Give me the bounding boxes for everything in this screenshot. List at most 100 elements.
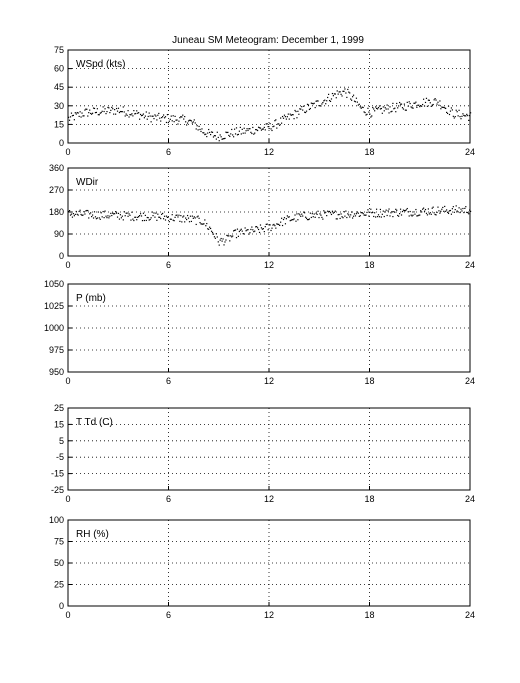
data-point	[157, 114, 159, 116]
data-point	[222, 138, 224, 140]
data-point	[69, 116, 72, 118]
data-point	[169, 218, 171, 220]
data-point	[315, 100, 317, 102]
data-point	[416, 106, 418, 108]
data-point	[196, 125, 198, 127]
data-point	[270, 229, 272, 232]
data-point	[342, 90, 344, 92]
data-point	[223, 244, 225, 246]
data-point	[231, 128, 233, 131]
data-point	[233, 230, 235, 232]
data-point	[131, 113, 133, 115]
data-point	[278, 123, 280, 125]
data-point	[118, 218, 121, 220]
data-point	[138, 215, 141, 217]
data-point	[205, 133, 207, 135]
y-tick-label: 975	[49, 345, 64, 355]
data-point	[216, 236, 218, 238]
data-point	[257, 227, 259, 229]
data-point	[205, 225, 207, 227]
data-point	[244, 132, 246, 134]
data-point	[136, 219, 138, 221]
data-point	[434, 98, 436, 100]
data-point	[342, 217, 344, 219]
data-point	[154, 216, 156, 218]
data-point	[336, 218, 338, 220]
data-point	[351, 96, 354, 98]
data-point	[287, 216, 289, 218]
data-point	[367, 209, 369, 211]
data-point	[243, 127, 245, 129]
data-point	[166, 114, 169, 116]
data-point	[237, 133, 240, 136]
data-point	[387, 210, 389, 212]
data-point	[145, 219, 147, 222]
data-point	[454, 115, 456, 118]
data-point	[426, 105, 429, 107]
data-point	[394, 107, 396, 109]
data-point	[365, 114, 367, 116]
data-point	[155, 115, 157, 117]
data-point	[304, 111, 307, 114]
data-point	[87, 115, 89, 117]
data-point	[381, 213, 383, 215]
data-point	[196, 216, 198, 218]
data-point	[116, 110, 119, 112]
data-point	[209, 227, 212, 230]
data-point	[122, 106, 124, 108]
data-point	[299, 108, 301, 110]
data-point	[108, 217, 110, 219]
data-point	[105, 215, 107, 217]
data-point	[367, 107, 369, 109]
data-point	[424, 101, 427, 104]
data-point	[87, 209, 89, 212]
y-tick-label: 0	[59, 601, 64, 611]
data-point	[455, 109, 457, 111]
data-point	[91, 113, 93, 115]
data-point	[372, 211, 374, 214]
data-point	[101, 110, 103, 112]
data-point	[417, 215, 419, 217]
data-point	[312, 216, 314, 218]
data-point	[396, 209, 398, 211]
data-point	[82, 214, 84, 216]
data-point	[93, 107, 96, 110]
y-tick-label: 25	[54, 580, 64, 590]
data-point	[391, 110, 393, 112]
data-point	[425, 97, 428, 99]
data-point	[272, 126, 274, 128]
data-point	[346, 96, 348, 99]
data-point	[101, 216, 103, 218]
data-point	[88, 217, 90, 219]
data-point	[174, 216, 176, 218]
data-point	[190, 120, 193, 122]
x-tick-label: 18	[364, 376, 374, 386]
data-point	[239, 126, 241, 129]
data-point	[291, 219, 293, 221]
data-point	[215, 233, 217, 235]
data-point	[456, 111, 458, 113]
data-point	[234, 133, 237, 135]
data-point	[286, 116, 288, 118]
data-point	[307, 104, 310, 106]
data-point	[121, 215, 123, 217]
data-point	[186, 122, 189, 124]
data-point	[137, 112, 139, 114]
data-point	[143, 219, 145, 222]
data-point	[340, 93, 342, 95]
data-point	[254, 230, 256, 232]
data-point	[138, 118, 141, 120]
data-point	[425, 212, 428, 214]
data-point	[177, 216, 179, 218]
data-point	[198, 217, 200, 219]
data-point	[189, 215, 192, 217]
data-point	[274, 120, 276, 122]
data-point	[400, 214, 403, 216]
data-point	[263, 126, 265, 129]
data-point	[128, 213, 130, 215]
data-point	[84, 213, 86, 215]
data-point	[170, 218, 172, 220]
data-point	[405, 109, 407, 111]
data-point	[133, 110, 135, 112]
